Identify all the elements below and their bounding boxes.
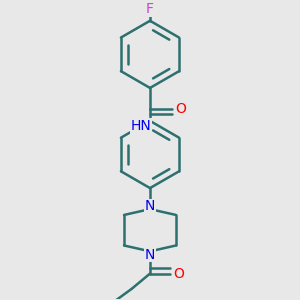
Text: N: N — [145, 200, 155, 213]
Text: HN: HN — [130, 119, 151, 133]
Text: N: N — [145, 248, 155, 262]
Text: F: F — [146, 2, 154, 16]
Text: O: O — [176, 102, 187, 116]
Text: O: O — [173, 267, 184, 280]
